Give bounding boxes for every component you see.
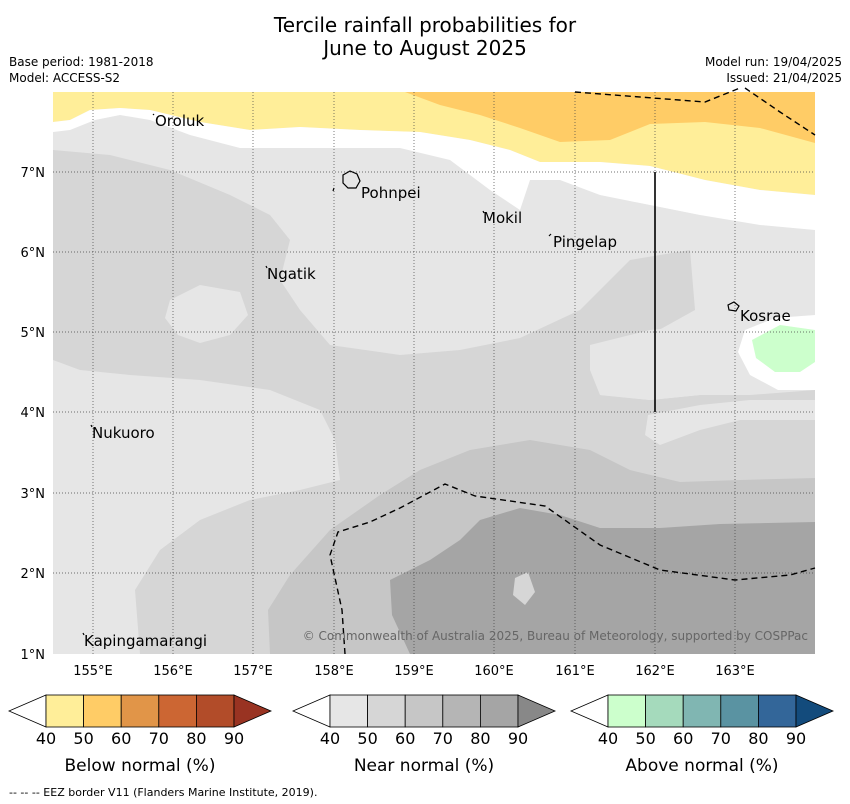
island-outlines	[82, 113, 740, 636]
map-title-line1: Tercile rainfall probabilities for	[273, 13, 577, 37]
colorbar-title: Above normal (%)	[625, 756, 778, 776]
colorbar-tick-label: 80	[748, 729, 768, 748]
kapingamarangi-marker	[82, 632, 85, 636]
lon-tick: 156°E	[153, 664, 193, 679]
lon-tick: 157°E	[233, 664, 273, 679]
lat-tick: 5°N	[21, 326, 46, 341]
colorbar-max-extension	[517, 694, 557, 728]
colorbar-tick-label: 50	[357, 729, 377, 748]
lon-tick: 155°E	[73, 664, 113, 679]
colorbar-near-normal: 40 50 60 70 80 90 Near normal (%)	[291, 694, 557, 776]
colorbar-min-extension	[291, 694, 331, 728]
lat-tick: 4°N	[21, 406, 46, 421]
map-title: Tercile rainfall probabilities for June …	[0, 14, 850, 60]
copyright-notice: © Commonwealth of Australia 2025, Bureau…	[303, 629, 808, 643]
colorbar-max-extension	[795, 694, 835, 728]
colorbar-swatch	[682, 694, 722, 728]
lat-tick: 6°N	[21, 246, 46, 261]
lon-tick: 162°E	[635, 664, 675, 679]
colorbar-swatch	[645, 694, 684, 728]
colorbar-tick-label: 80	[470, 729, 490, 748]
issued-date: Issued: 21/04/2025	[726, 71, 842, 85]
place-label: Kapingamarangi	[84, 632, 207, 650]
colorbar-swatch	[442, 694, 481, 728]
eez-borders	[329, 87, 816, 655]
colorbar-swatch	[83, 694, 122, 728]
lat-tick: 1°N	[21, 648, 46, 663]
colorbar-tick-label: 70	[711, 729, 731, 748]
mokil-marker	[482, 210, 485, 214]
model-run: Model run: 19/04/2025	[704, 55, 842, 69]
place-label: Mokil	[483, 209, 522, 227]
colorbar-tick-label: 50	[635, 729, 655, 748]
lon-tick: 163°E	[715, 664, 755, 679]
lon-tick: 159°E	[394, 664, 434, 679]
eez-footnote: -- -- -- EEZ border V11 (Flanders Marine…	[9, 786, 318, 799]
colorbar-swatch	[758, 694, 797, 728]
colorbar-below-normal: 40 50 60 70 80 90 Below normal (%)	[7, 694, 273, 776]
lon-tick: 158°E	[314, 664, 354, 679]
place-label: Pingelap	[553, 233, 617, 251]
ngatik-marker	[265, 265, 268, 269]
meta-left: Base period: 1981-2018 Model: ACCESS-S2	[9, 54, 154, 86]
colorbar-max-extension	[233, 694, 273, 728]
place-label: Kosrae	[740, 307, 791, 325]
colorbar-tick-label: 40	[320, 729, 340, 748]
model-name: Model: ACCESS-S2	[9, 71, 121, 85]
place-label: Ngatik	[267, 265, 316, 283]
graticule	[53, 92, 815, 654]
colorbar-tick-label: 90	[508, 729, 528, 748]
colorbar-swatch	[479, 694, 519, 728]
place-label: Oroluk	[155, 112, 204, 130]
colorbar-title: Near normal (%)	[354, 756, 494, 776]
colorbar-tick-label: 60	[111, 729, 131, 748]
colorbar-tick-label: 60	[395, 729, 415, 748]
colorbar-swatch	[367, 694, 406, 728]
colorbar-swatch	[45, 694, 84, 728]
colorbar-tick-label: 70	[433, 729, 453, 748]
colorbar-swatch	[404, 694, 444, 728]
colorbar-legend: 40 50 60 70 80 90 Below normal (%) 40 50 60 70 80 9…	[7, 694, 835, 776]
lon-tick: 161°E	[555, 664, 595, 679]
colorbar-title: Below normal (%)	[65, 756, 216, 776]
lat-tick-labels: 7°N 6°N 5°N 4°N 3°N 2°N 1°N	[21, 166, 46, 663]
colorbar-min-extension	[7, 694, 47, 728]
nukuoro-marker	[90, 424, 93, 428]
place-label: Pohnpei	[361, 184, 421, 202]
colorbar-above-normal: 40 50 60 70 80 90 Above normal (%)	[569, 694, 835, 776]
colorbar-tick-label: 40	[36, 729, 56, 748]
probability-field	[53, 92, 815, 654]
colorbar-min-extension	[569, 694, 609, 728]
colorbar-tick-label: 80	[186, 729, 206, 748]
colorbar-tick-label: 60	[673, 729, 693, 748]
base-period: Base period: 1981-2018	[9, 55, 154, 69]
pohnpei-outline	[342, 170, 361, 189]
meta-right: Model run: 19/04/2025 Issued: 21/04/2025	[705, 54, 842, 86]
place-label: Nukuoro	[92, 424, 155, 442]
place-labels: Oroluk Pohnpei Mokil Pingelap Ngatik Kos…	[84, 112, 791, 650]
pingelap-marker	[548, 233, 552, 237]
lat-tick: 7°N	[21, 166, 46, 181]
colorbar-tick-label: 70	[149, 729, 169, 748]
colorbar-swatch	[158, 694, 197, 728]
ant-atoll-outline	[332, 187, 335, 192]
map-title-line2: June to August 2025	[323, 36, 527, 60]
kosrae-outline	[727, 301, 740, 312]
colorbar-tick-label: 40	[598, 729, 618, 748]
colorbar-tick-label: 90	[786, 729, 806, 748]
colorbar-swatch	[607, 694, 646, 728]
colorbar-swatch	[120, 694, 160, 728]
lat-tick: 2°N	[21, 567, 46, 582]
colorbar-tick-label: 90	[224, 729, 244, 748]
colorbar-swatch	[329, 694, 368, 728]
lat-tick: 3°N	[21, 487, 46, 502]
oroluk-marker	[152, 113, 155, 116]
lon-tick: 160°E	[474, 664, 514, 679]
lon-tick-labels: 155°E 156°E 157°E 158°E 159°E 160°E 161°…	[73, 664, 755, 679]
colorbar-swatch	[195, 694, 235, 728]
colorbar-swatch	[720, 694, 759, 728]
map-panel: Oroluk Pohnpei Mokil Pingelap Ngatik Kos…	[21, 87, 816, 679]
colorbar-tick-label: 50	[73, 729, 93, 748]
